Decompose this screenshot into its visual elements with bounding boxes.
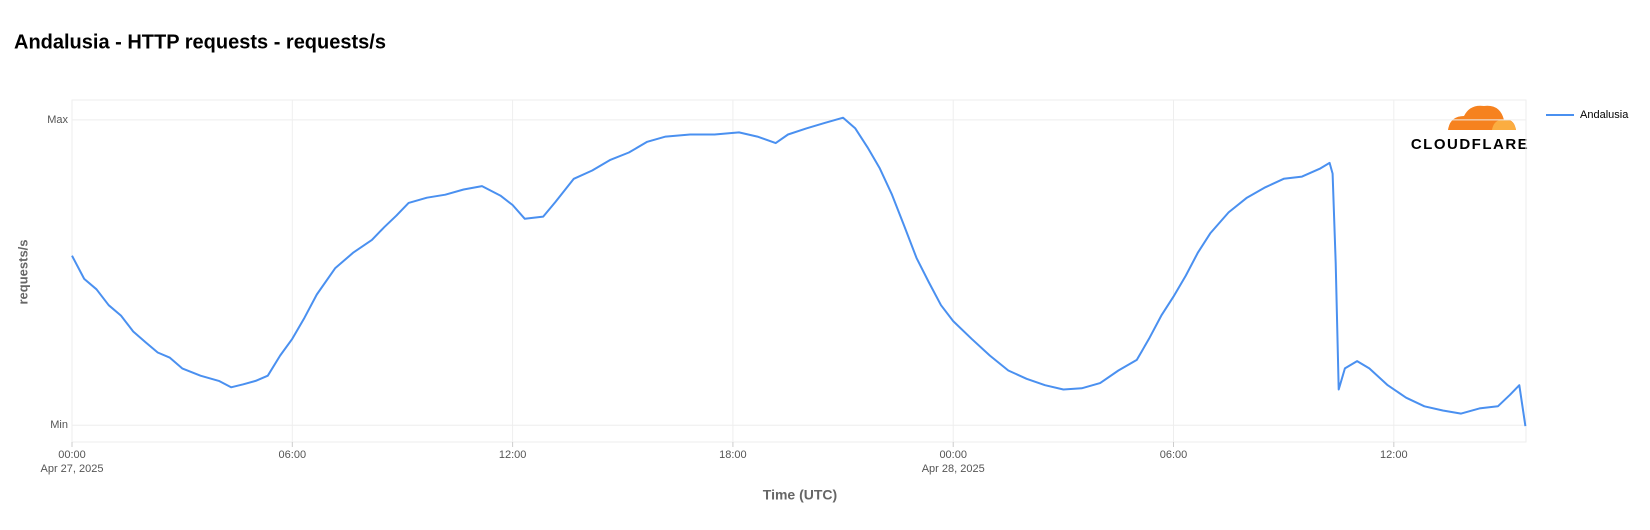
y-tick-label: Min [50,419,68,431]
chart-title: Andalusia - HTTP requests - requests/s [14,31,386,53]
x-tick-label: 00:00 [58,449,86,461]
data-line [71,116,1527,427]
legend-label: Andalusia [1580,109,1629,121]
logo-text: CLOUDFLARE [1411,136,1529,153]
x-tick-label: 12:00 [1380,449,1408,461]
x-axis-label: Time (UTC) [763,487,837,503]
x-tick-label: 18:00 [719,449,747,461]
x-tick-label: 06:00 [279,449,307,461]
x-tick-label: 12:00 [499,449,527,461]
logo-cloud-light [1492,119,1516,130]
y-axis-label: requests/s [15,239,30,304]
y-tick-label: Max [47,114,68,126]
x-tick-sublabel: Apr 28, 2025 [922,463,985,475]
x-tick-label: 06:00 [1160,449,1188,461]
logo: CLOUDFLARE [1411,105,1529,153]
x-tick-sublabel: Apr 27, 2025 [41,463,104,475]
plot-area [71,99,1527,443]
x-tick-label: 00:00 [939,449,967,461]
